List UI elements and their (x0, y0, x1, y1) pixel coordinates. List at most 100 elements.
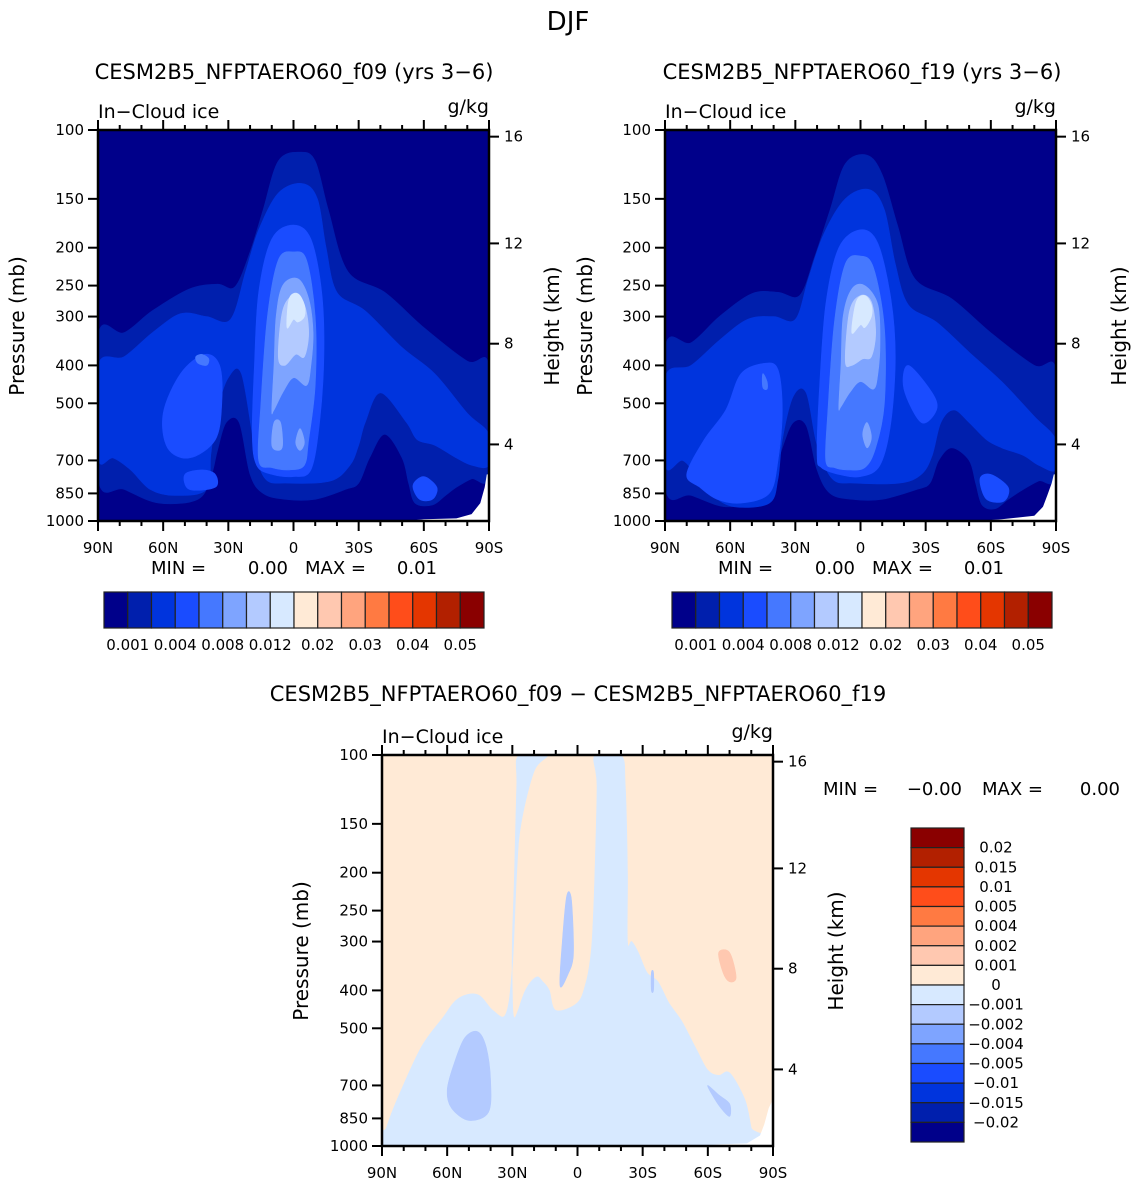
colorbar-swatch (932, 591, 958, 629)
colorbar-swatch (910, 847, 965, 868)
y-tick-label: 250 (622, 277, 651, 295)
panel-f19: CESM2B5_NFPTAERO60_f19 (yrs 3−6) In−Clou… (573, 60, 1131, 654)
max-label: MAX = (872, 558, 933, 579)
max-value: 0.01 (397, 558, 437, 579)
x-tick-label: 60N (148, 539, 178, 557)
variable-label: In−Cloud ice (665, 101, 786, 123)
colorbar-label: 0 (991, 976, 1001, 994)
y-tick-label: 150 (622, 190, 651, 208)
colorbar-label: 0.03 (917, 636, 950, 654)
y-tick-label: 100 (339, 746, 368, 764)
colorbar-swatch (269, 591, 295, 629)
y-axis-label: Pressure (mb) (289, 881, 313, 1021)
units-label: g/kg (447, 96, 489, 118)
colorbar-swatch (459, 591, 485, 629)
max-value: 0.01 (964, 558, 1004, 579)
colorbar-swatch (766, 591, 792, 629)
axes: 90N 60N 30N 0 30S 60S 90S 100 150 200 250 300 400 500… (46, 120, 523, 557)
y-tick-label: 400 (339, 981, 368, 999)
colorbar-swatch (245, 591, 271, 629)
colorbar-swatch (910, 1023, 965, 1045)
colorbar-swatch (388, 591, 414, 629)
contour-region (979, 473, 1010, 503)
y-tick-label: 850 (622, 484, 651, 502)
colorbar-swatch (1027, 591, 1053, 629)
colorbar-label: 0.04 (396, 636, 429, 654)
colorbar-label: 0.002 (975, 937, 1018, 955)
y-tick-label: 700 (55, 451, 84, 469)
colorbar-swatch (910, 1004, 965, 1025)
y-tick-label: 200 (55, 239, 84, 257)
colorbar-swatch (910, 905, 965, 927)
colorbar-label: −0.001 (968, 996, 1024, 1014)
colorbar-label: −0.002 (968, 1015, 1024, 1033)
y-tick-label: 300 (55, 308, 84, 326)
min-label: MIN = (718, 558, 773, 579)
contour-region (686, 362, 783, 504)
colorbar-label: 0.05 (444, 636, 477, 654)
axes: 90N 60N 30N 0 30S 60S 90S 100 150 200 250 300 400 500… (330, 745, 807, 1182)
y-tick-label: 400 (55, 356, 84, 374)
colorbar-swatch (317, 591, 343, 629)
colorbar-label: 0.02 (869, 636, 902, 654)
x-tick-label: 30S (911, 539, 940, 557)
contour-field (665, 130, 1056, 521)
min-label: MIN = (823, 779, 878, 800)
y-tick-label: 400 (622, 356, 651, 374)
colorbar-label: −0.004 (968, 1035, 1024, 1053)
panel-f09: CESM2B5_NFPTAERO60_f09 (yrs 3−6) In−Clou… (5, 60, 564, 654)
y-tick-label: 200 (622, 239, 651, 257)
axes: 90N 60N 30N 0 30S 60S 90S 100 150 200 250 300 400 500… (613, 120, 1090, 557)
x-tick-label: 90N (367, 1164, 397, 1182)
colorbar-swatch (910, 925, 965, 947)
colorbar-swatch (293, 591, 319, 629)
x-tick-label: 90S (1042, 539, 1071, 557)
y2-tick-label: 4 (788, 1060, 798, 1078)
colorbar-swatch (103, 591, 129, 629)
x-tick-label: 90S (475, 539, 504, 557)
y-tick-label: 1000 (613, 512, 651, 530)
x-tick-label: 60N (715, 539, 745, 557)
y-tick-label: 1000 (46, 512, 84, 530)
colorbar-label: 0.008 (769, 636, 812, 654)
colorbar-swatch (742, 591, 768, 629)
y-tick-label: 700 (339, 1076, 368, 1094)
y-tick-label: 100 (55, 121, 84, 139)
missing-data-region (699, 1099, 773, 1146)
y2-tick-label: 8 (788, 960, 798, 978)
contour-region (195, 354, 210, 366)
colorbar-swatch (910, 1062, 965, 1084)
contour-region (902, 365, 938, 424)
missing-data-region (406, 474, 489, 521)
colorbar-swatch (412, 591, 438, 629)
x-tick-label: 0 (289, 539, 299, 557)
y-tick-label: 850 (339, 1109, 368, 1127)
variable-label: In−Cloud ice (98, 101, 219, 123)
colorbar-swatch (910, 964, 965, 986)
y-tick-label: 300 (622, 308, 651, 326)
contour-region (650, 969, 655, 993)
contour-region (718, 949, 737, 983)
units-label: g/kg (1014, 96, 1056, 118)
min-value: 0.00 (248, 558, 288, 579)
y2-axis-label: Height (km) (824, 891, 848, 1010)
x-tick-label: 0 (856, 539, 866, 557)
y2-tick-label: 8 (1071, 335, 1081, 353)
colorbar-swatch (910, 945, 965, 966)
y-tick-label: 100 (622, 121, 651, 139)
contour-field (98, 130, 489, 521)
colorbar-label: −0.02 (973, 1113, 1019, 1131)
colorbar-swatch (908, 591, 934, 629)
colorbar-swatch (910, 1082, 965, 1104)
x-tick-label: 0 (573, 1164, 583, 1182)
figure-title: DJF (547, 7, 590, 37)
colorbar: 0.001 0.004 0.008 0.012 0.02 0.03 0.04 0.05 (671, 591, 1053, 654)
x-tick-label: 30N (213, 539, 243, 557)
colorbar-swatch (718, 591, 744, 629)
y2-tick-label: 12 (788, 859, 807, 877)
min-label: MIN = (151, 558, 206, 579)
colorbar-swatch (695, 591, 721, 629)
panel-title: CESM2B5_NFPTAERO60_f09 − CESM2B5_NFPTAER… (270, 682, 886, 707)
x-tick-label: 30N (497, 1164, 527, 1182)
contour-region (761, 373, 768, 390)
